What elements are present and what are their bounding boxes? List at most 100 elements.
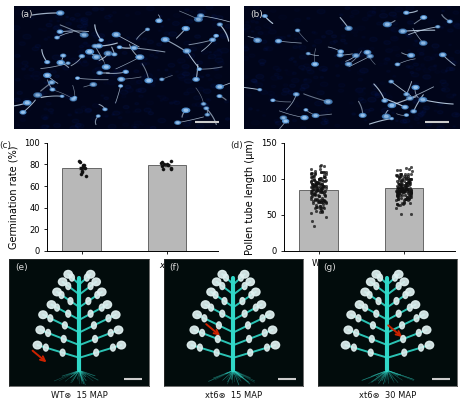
Circle shape bbox=[79, 45, 83, 48]
Point bbox=[399, 200, 406, 206]
Circle shape bbox=[295, 93, 298, 95]
Circle shape bbox=[160, 78, 164, 80]
Point bbox=[402, 174, 410, 181]
Circle shape bbox=[372, 271, 381, 278]
Point bbox=[403, 180, 410, 186]
Circle shape bbox=[59, 62, 63, 64]
Circle shape bbox=[144, 73, 153, 78]
Circle shape bbox=[81, 33, 88, 37]
Circle shape bbox=[182, 108, 190, 113]
Circle shape bbox=[55, 36, 59, 39]
Point bbox=[311, 191, 319, 197]
Ellipse shape bbox=[242, 283, 247, 290]
Circle shape bbox=[52, 55, 61, 60]
Ellipse shape bbox=[213, 292, 218, 299]
Point bbox=[400, 182, 408, 188]
Point bbox=[315, 175, 322, 182]
Circle shape bbox=[88, 51, 91, 53]
Y-axis label: Pollen tube length (μm): Pollen tube length (μm) bbox=[246, 139, 255, 255]
Circle shape bbox=[280, 116, 287, 120]
Point bbox=[315, 178, 322, 185]
Ellipse shape bbox=[408, 304, 412, 311]
Circle shape bbox=[147, 40, 154, 44]
Circle shape bbox=[208, 58, 210, 59]
Circle shape bbox=[392, 22, 397, 25]
Circle shape bbox=[162, 38, 169, 42]
Circle shape bbox=[57, 60, 64, 64]
Circle shape bbox=[59, 31, 62, 33]
Point bbox=[313, 187, 320, 193]
Point bbox=[317, 199, 324, 205]
Circle shape bbox=[117, 341, 126, 349]
Point bbox=[401, 196, 409, 202]
Point bbox=[401, 188, 408, 195]
Circle shape bbox=[436, 26, 440, 28]
Circle shape bbox=[301, 84, 309, 89]
Text: (g): (g) bbox=[323, 263, 336, 272]
Circle shape bbox=[185, 50, 189, 52]
Point bbox=[395, 186, 403, 193]
Circle shape bbox=[136, 89, 141, 92]
Circle shape bbox=[79, 55, 84, 58]
Point bbox=[319, 199, 327, 206]
Text: WT⊗  15 MAP: WT⊗ 15 MAP bbox=[51, 390, 108, 399]
Point bbox=[307, 188, 315, 195]
Circle shape bbox=[409, 112, 411, 114]
Circle shape bbox=[272, 100, 274, 101]
Circle shape bbox=[104, 97, 109, 100]
Point bbox=[407, 190, 414, 197]
Point bbox=[402, 186, 410, 193]
Point bbox=[311, 196, 319, 203]
Circle shape bbox=[413, 83, 419, 86]
Circle shape bbox=[282, 117, 285, 119]
Circle shape bbox=[170, 102, 173, 104]
Circle shape bbox=[61, 96, 63, 97]
Ellipse shape bbox=[100, 304, 104, 311]
Point bbox=[408, 190, 415, 197]
Circle shape bbox=[226, 36, 229, 38]
Circle shape bbox=[182, 27, 189, 31]
Circle shape bbox=[218, 23, 222, 26]
Point bbox=[311, 189, 319, 196]
Circle shape bbox=[122, 51, 127, 54]
Circle shape bbox=[22, 114, 26, 116]
Point bbox=[310, 173, 318, 179]
Point bbox=[398, 187, 406, 194]
Point bbox=[406, 180, 413, 186]
Circle shape bbox=[22, 68, 26, 70]
Point bbox=[317, 162, 325, 169]
Point bbox=[319, 204, 327, 211]
Circle shape bbox=[292, 72, 296, 74]
Circle shape bbox=[402, 106, 408, 109]
Circle shape bbox=[153, 78, 157, 80]
Point bbox=[319, 169, 327, 175]
Circle shape bbox=[144, 108, 151, 112]
Point bbox=[404, 177, 412, 183]
Circle shape bbox=[67, 62, 69, 64]
Point bbox=[322, 177, 330, 183]
Circle shape bbox=[271, 99, 275, 101]
Point bbox=[403, 193, 410, 200]
Circle shape bbox=[403, 119, 410, 123]
Circle shape bbox=[291, 57, 294, 59]
Point bbox=[164, 161, 171, 168]
Point bbox=[309, 173, 317, 180]
Circle shape bbox=[361, 288, 369, 296]
Circle shape bbox=[186, 20, 192, 23]
Circle shape bbox=[394, 271, 403, 278]
Circle shape bbox=[184, 109, 188, 111]
Circle shape bbox=[288, 91, 295, 95]
Circle shape bbox=[168, 19, 170, 20]
Circle shape bbox=[208, 54, 216, 59]
Point bbox=[394, 201, 402, 208]
Point bbox=[394, 188, 402, 194]
Point bbox=[318, 185, 325, 191]
Circle shape bbox=[57, 11, 64, 15]
Point bbox=[319, 183, 327, 189]
Circle shape bbox=[206, 5, 213, 9]
Circle shape bbox=[55, 87, 57, 88]
Circle shape bbox=[211, 15, 216, 18]
Circle shape bbox=[438, 111, 443, 114]
Ellipse shape bbox=[363, 304, 367, 311]
Point bbox=[316, 208, 324, 215]
